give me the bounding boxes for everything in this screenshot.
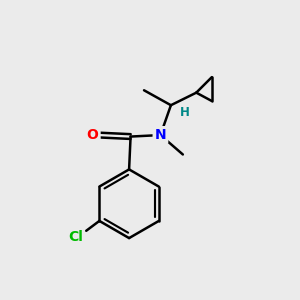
Text: Cl: Cl xyxy=(68,230,83,244)
Text: O: O xyxy=(87,128,99,142)
Text: N: N xyxy=(154,128,166,142)
Text: H: H xyxy=(179,106,189,119)
